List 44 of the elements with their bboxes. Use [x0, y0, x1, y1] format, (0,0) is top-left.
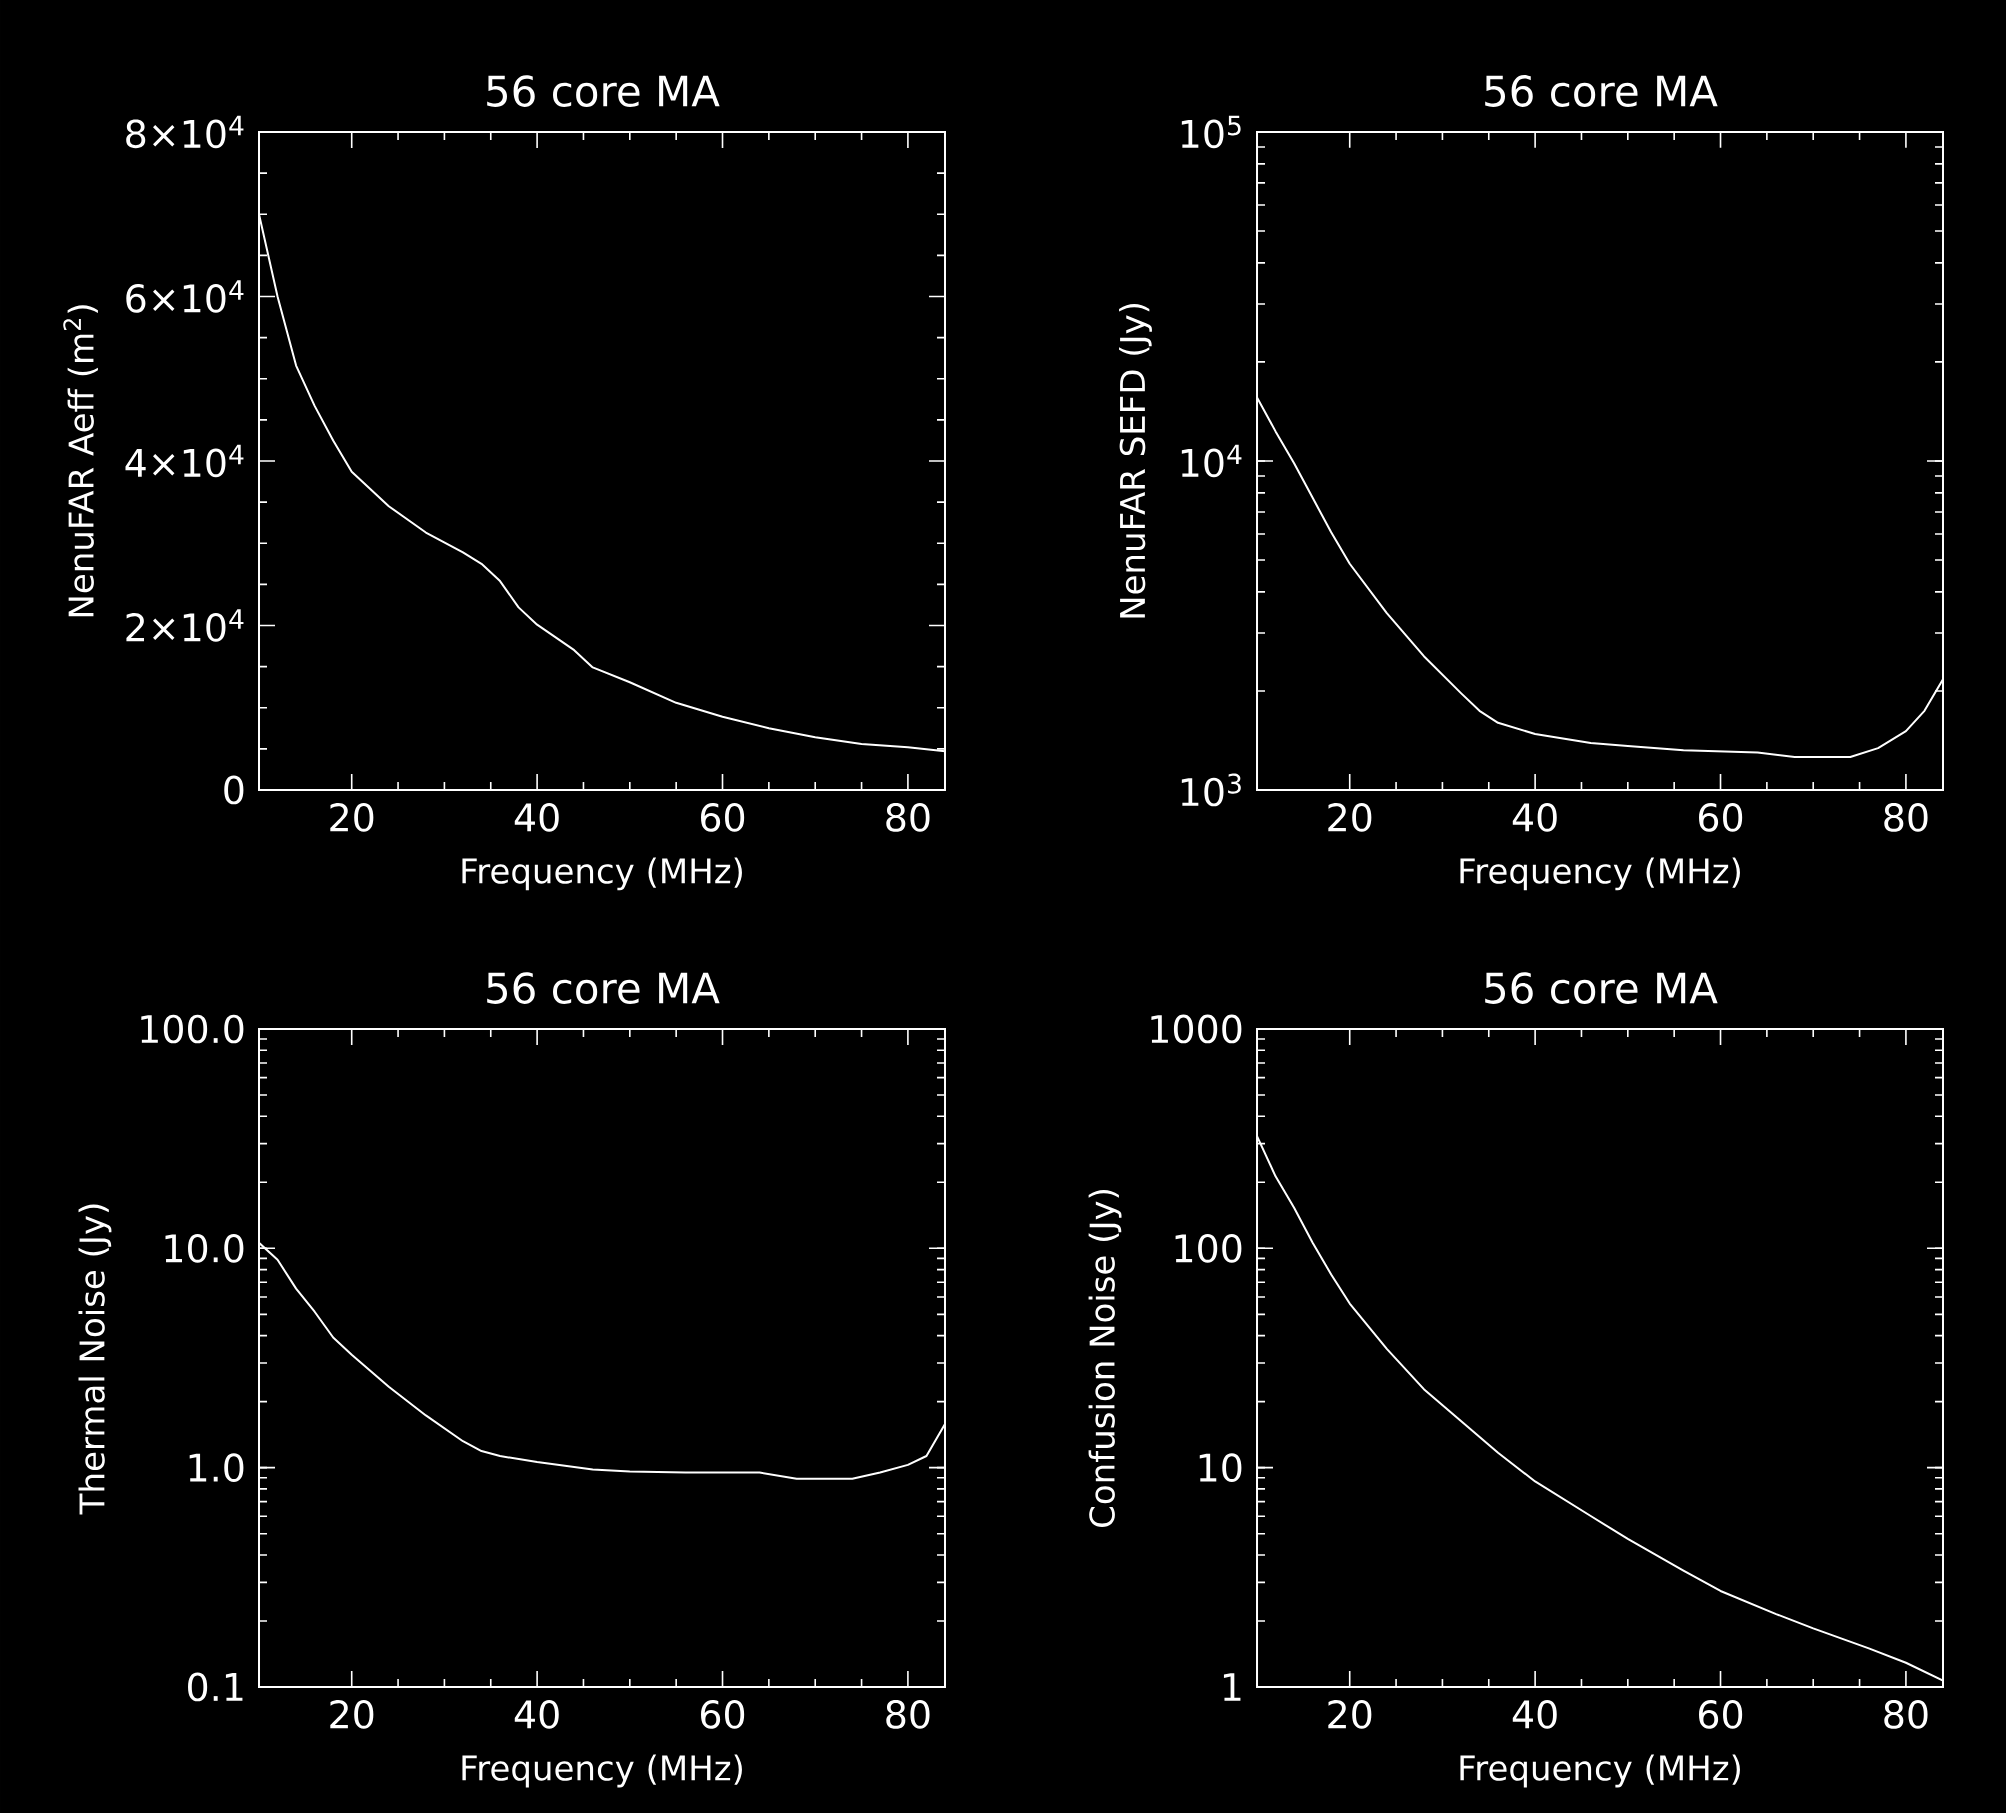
chart-title: 56 core MA	[1485, 75, 1718, 107]
x-tick-label: 80	[1884, 1700, 1928, 1729]
y-tick-label: 10.0	[165, 1233, 244, 1263]
x-tick-label: 40	[514, 1700, 559, 1729]
x-axis-title: Frequency (MHz)	[462, 857, 742, 891]
x-tick-label: 60	[701, 803, 745, 832]
y-tick-label: 1.0	[189, 1453, 244, 1483]
y-tick-label: 1000	[1151, 1014, 1242, 1044]
x-tick-label: 60	[1699, 803, 1743, 832]
y-tick-label: 100.0	[141, 1014, 244, 1044]
y-tick-label: 0.1	[188, 1672, 243, 1702]
x-tick-label: 80	[886, 1700, 930, 1729]
y-axis-title: NenuFAR Aeff (m$^{2}$)	[63, 305, 98, 617]
x-tick-label: 60	[1699, 1700, 1743, 1729]
x-tick-label: 40	[1512, 1700, 1557, 1729]
x-tick-label: 20	[330, 1700, 374, 1729]
chart-title: 56 core MA	[487, 972, 720, 1004]
x-tick-label: 20	[1328, 1700, 1372, 1729]
x-tick-label: 20	[1328, 803, 1372, 832]
y-axis-title: NenuFAR SEFD (Jy)	[1119, 303, 1152, 618]
chart-title: 56 core MA	[487, 75, 720, 107]
y-tick-label: 10$^{5}$	[1181, 115, 1241, 149]
y-axis-title: Confusion Noise (Jy)	[1088, 1190, 1122, 1527]
y-tick-label: 1	[1223, 1673, 1241, 1701]
y-tick-label: 10	[1199, 1453, 1242, 1483]
x-axis-title: Frequency (MHz)	[1460, 1754, 1740, 1788]
x-tick-label: 20	[330, 803, 374, 832]
y-axis-title: Thermal Noise (Jy)	[78, 1204, 112, 1515]
x-tick-label: 80	[1884, 803, 1928, 832]
x-tick-label: 40	[1512, 803, 1557, 832]
y-tick-label: 4×10$^{4}$	[125, 444, 244, 478]
y-tick-label: 100	[1175, 1233, 1242, 1263]
x-axis-title: Frequency (MHz)	[1460, 857, 1740, 891]
x-tick-label: 40	[514, 803, 559, 832]
y-tick-label: 0	[224, 775, 244, 805]
y-tick-label: 10$^{3}$	[1181, 773, 1241, 807]
y-tick-label: 8×10$^{4}$	[126, 115, 244, 149]
x-tick-label: 60	[701, 1700, 745, 1729]
x-tick-label: 80	[886, 803, 930, 832]
y-tick-label: 2×10$^{4}$	[126, 609, 244, 642]
chart-title: 56 core MA	[1485, 972, 1718, 1004]
y-tick-label: 6×10$^{4}$	[126, 280, 244, 313]
y-tick-label: 10$^{4}$	[1181, 444, 1242, 478]
x-axis-title: Frequency (MHz)	[462, 1754, 742, 1788]
